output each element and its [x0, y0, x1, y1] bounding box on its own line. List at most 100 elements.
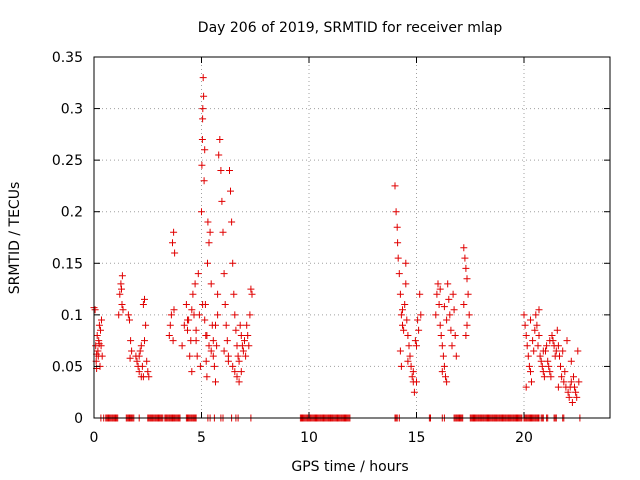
- data-point: [545, 362, 553, 370]
- data-point: [223, 337, 231, 345]
- x-tick-label: 15: [408, 430, 426, 446]
- data-point: [394, 254, 402, 262]
- data-point: [195, 311, 203, 319]
- data-point: [396, 290, 404, 298]
- data-point: [462, 264, 470, 272]
- data-point: [399, 321, 406, 329]
- data-point: [520, 311, 528, 319]
- data-point: [434, 280, 442, 288]
- data-point: [433, 290, 441, 298]
- data-point: [118, 272, 126, 280]
- data-point: [567, 378, 575, 386]
- data-point: [126, 316, 133, 324]
- data-point: [438, 368, 446, 376]
- data-point: [461, 254, 469, 262]
- data-point: [465, 311, 473, 319]
- data-point: [116, 290, 124, 298]
- data-point: [192, 326, 200, 334]
- data-point: [142, 321, 150, 329]
- data-point: [135, 352, 143, 360]
- data-point: [133, 357, 141, 365]
- data-point: [564, 388, 572, 396]
- data-point: [219, 228, 227, 236]
- data-point: [178, 342, 186, 350]
- data-point: [227, 187, 234, 195]
- x-tick-label: 10: [300, 430, 318, 446]
- data-point: [137, 373, 145, 381]
- data-point: [393, 223, 401, 231]
- data-point: [95, 340, 103, 348]
- data-point: [567, 357, 575, 365]
- data-point: [212, 378, 219, 386]
- data-point: [188, 306, 196, 314]
- data-point: [391, 182, 399, 190]
- data-point: [98, 352, 106, 360]
- data-point: [139, 301, 147, 308]
- data-point: [414, 316, 422, 324]
- data-point: [525, 362, 533, 370]
- data-point: [534, 342, 542, 350]
- data-point: [180, 321, 188, 329]
- data-point: [236, 321, 244, 329]
- data-point: [462, 332, 470, 339]
- data-point: [226, 167, 233, 174]
- data-point: [575, 378, 583, 386]
- data-point: [565, 393, 573, 401]
- data-point: [559, 347, 567, 355]
- x-axis-label: GPS time / hours: [291, 459, 408, 475]
- data-point: [237, 368, 245, 376]
- data-point: [532, 311, 540, 319]
- data-point: [232, 326, 240, 334]
- data-point: [221, 301, 229, 308]
- data-point: [230, 290, 238, 298]
- data-point: [124, 311, 132, 319]
- data-point: [544, 357, 552, 365]
- data-point: [524, 352, 532, 360]
- data-point: [213, 342, 221, 350]
- data-point: [184, 326, 191, 334]
- data-point: [448, 342, 456, 350]
- data-point: [217, 167, 225, 174]
- y-tick-label: 0.35: [52, 50, 83, 66]
- data-point: [416, 290, 424, 298]
- data-point: [521, 321, 529, 329]
- data-point: [460, 301, 468, 308]
- y-tick-label: 0: [74, 411, 83, 427]
- data-point: [93, 332, 101, 339]
- data-point: [244, 332, 252, 339]
- data-point: [229, 362, 237, 370]
- data-point: [405, 342, 413, 350]
- data-point: [439, 352, 447, 360]
- data-point: [203, 332, 211, 339]
- data-point: [452, 352, 460, 360]
- data-point: [247, 285, 255, 293]
- data-point: [184, 316, 191, 324]
- data-point: [198, 208, 205, 216]
- data-point: [401, 301, 409, 308]
- data-point: [523, 342, 531, 350]
- data-point: [531, 326, 539, 334]
- data-point: [527, 316, 534, 324]
- data-point: [399, 306, 406, 314]
- data-point: [445, 295, 453, 303]
- data-point: [463, 321, 471, 329]
- data-point: [198, 161, 206, 169]
- data-point: [404, 332, 412, 339]
- data-point: [553, 326, 561, 334]
- data-points: [90, 74, 584, 422]
- data-point: [117, 280, 125, 288]
- data-point: [435, 301, 443, 308]
- data-point: [126, 354, 134, 362]
- data-point: [144, 368, 152, 376]
- data-point: [410, 388, 418, 396]
- data-point: [166, 321, 174, 329]
- data-point: [464, 290, 472, 298]
- data-point: [127, 337, 135, 345]
- y-tick-label: 0.05: [52, 359, 83, 375]
- data-point: [199, 74, 207, 82]
- data-point: [205, 342, 213, 350]
- data-point: [450, 306, 458, 314]
- data-point: [527, 368, 534, 376]
- data-point: [415, 326, 423, 334]
